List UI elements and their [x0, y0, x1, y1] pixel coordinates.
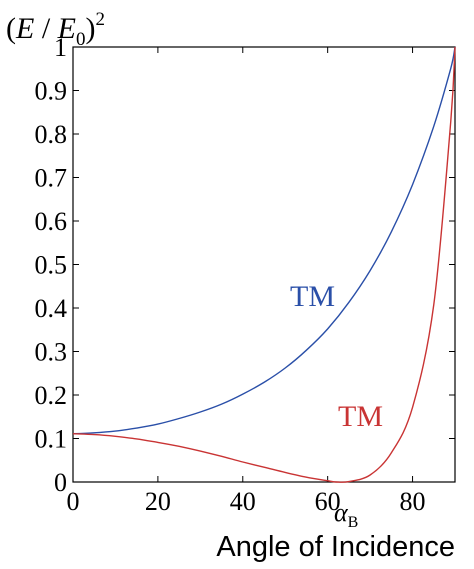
- plot-border: [72, 46, 456, 483]
- y-tick-label: 0.3: [35, 338, 68, 367]
- y-tick-label: 0.4: [35, 294, 68, 323]
- series-label-tm-blue: TM: [290, 280, 335, 313]
- x-tick-label: 20: [145, 487, 171, 516]
- y-tick-label: 1: [54, 33, 67, 62]
- y-tick-label: 0: [54, 468, 67, 497]
- x-tick-label: 80: [400, 487, 426, 516]
- series-line-blue: [72, 46, 456, 435]
- series-line-red: [72, 46, 456, 483]
- y-axis-label: (E / E0)2: [6, 9, 105, 50]
- x-ticks: 0 20 40 60 80: [67, 47, 426, 516]
- y-tick-label: 0.6: [35, 207, 68, 236]
- y-tick-label: 0.5: [35, 251, 68, 280]
- series-label-tm-red: TM: [338, 400, 383, 433]
- series-layer: [72, 46, 456, 483]
- y-tick-label: 0.7: [35, 164, 68, 193]
- y-tick-label: 0.1: [35, 425, 68, 454]
- y-tick-label: 0.2: [35, 381, 68, 410]
- x-tick-label: 0: [67, 487, 80, 516]
- y-tick-label: 0.8: [35, 120, 68, 149]
- brewster-angle-label: αB: [334, 498, 358, 531]
- x-tick-label: 60: [315, 487, 341, 516]
- plot-frame: [72, 46, 456, 483]
- x-tick-label: 40: [230, 487, 256, 516]
- y-ticks: 0 0.1 0.2 0.3 0.4 0.5 0.6 0.7 0.8 0.9 1: [35, 33, 455, 497]
- y-tick-label: 0.9: [35, 77, 68, 106]
- x-axis-label: Angle of Incidence: [216, 531, 455, 563]
